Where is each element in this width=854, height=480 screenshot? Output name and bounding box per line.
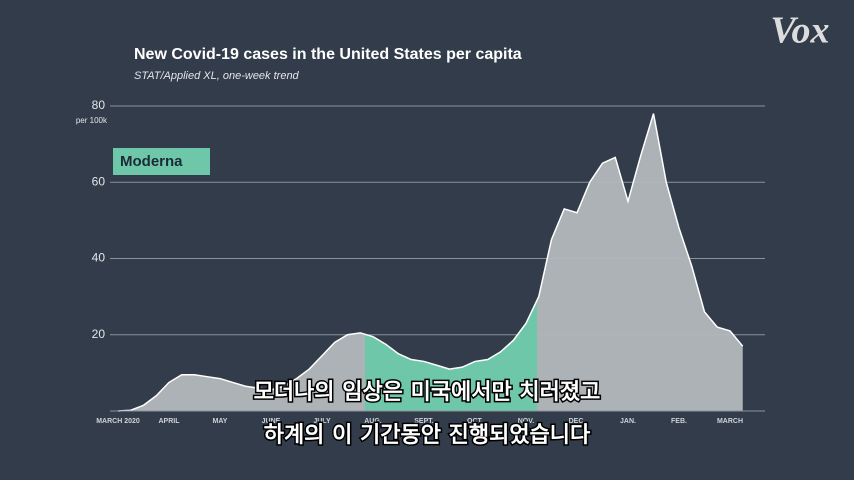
x-tick-label: FEB.: [671, 418, 687, 425]
annotation: Moderna: [120, 153, 183, 170]
y-tick-label: 40: [92, 251, 106, 265]
x-tick-label: MARCH 2020: [96, 418, 140, 425]
chart-title: New Covid-19 cases in the United States …: [134, 46, 522, 63]
y-axis-label: per 100k: [76, 116, 108, 125]
x-tick-label: AUG.: [364, 418, 382, 425]
y-tick-label: 80: [92, 98, 106, 112]
x-tick-label: JAN.: [620, 418, 636, 425]
area: [118, 113, 743, 411]
x-tick-label: JULY: [313, 418, 331, 425]
y-tick-label: 20: [92, 327, 106, 341]
x-tick-label: APRIL: [159, 418, 181, 425]
x-tick-label: OCT.: [467, 418, 483, 425]
caption: 하계의 이 기간동안 진행되었습니다: [264, 423, 591, 448]
x-tick-label: MARCH: [717, 418, 743, 425]
highlight-area: [365, 300, 537, 411]
caption: 모더나의 임상은 미국에서만 치러졌고: [254, 380, 601, 405]
x-tick-label: DEC.: [569, 418, 586, 425]
line: [117, 113, 744, 412]
x-tick-label: SEPT.: [414, 418, 434, 425]
plot: 20 40 60 80 MARCH 2020 APRIL MAY JUNE JULY AUG. SE…: [92, 98, 765, 425]
x-tick-label: MAY: [213, 418, 228, 425]
annotation-box: [113, 148, 210, 175]
x-tick-label: JUNE: [262, 418, 281, 425]
y-tick-label: 60: [92, 174, 106, 188]
logo: Vox: [770, 10, 829, 52]
chart-subtitle: STAT/Applied XL, one-week trend: [134, 70, 300, 82]
x-tick-label: NOV.: [518, 418, 535, 425]
